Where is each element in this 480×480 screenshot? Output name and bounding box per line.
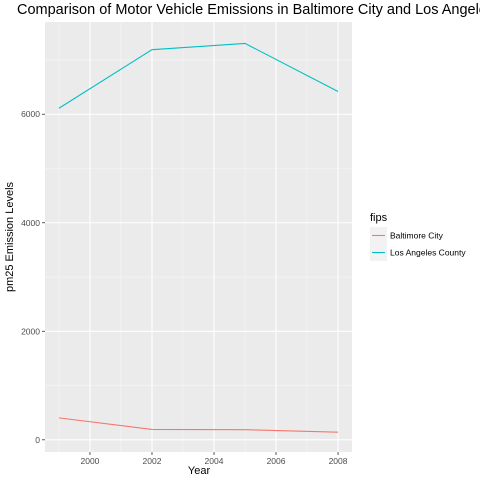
x-axis: 2000 2002 2004 2006 2008 [81, 452, 348, 466]
x-axis-title: Year [188, 465, 211, 477]
legend-title: fips [370, 212, 388, 224]
legend-label: Los Angeles County [390, 248, 466, 258]
x-tick-label: 2000 [81, 456, 100, 466]
y-tick-label: 6000 [21, 109, 40, 119]
series-lines [58, 42, 339, 433]
x-tick-label: 2002 [143, 456, 162, 466]
x-tick-label: 2006 [267, 456, 286, 466]
series-line-1 [58, 417, 339, 433]
legend-items: Baltimore City Los Angeles County [370, 227, 466, 261]
x-tick-label: 2004 [205, 456, 224, 466]
y-axis-title: pm25 Emission Levels [4, 181, 16, 292]
legend: fips Baltimore City Los Angeles County [370, 212, 466, 261]
y-tick-label: 4000 [21, 218, 40, 228]
legend-label: Baltimore City [390, 231, 444, 241]
x-tick-label: 2008 [329, 456, 348, 466]
major-gridlines [45, 22, 352, 452]
series-line-2 [58, 42, 339, 109]
minor-gridlines [45, 22, 352, 452]
plot-panel [45, 22, 352, 452]
y-tick-label: 0 [35, 435, 40, 445]
y-axis: 0 2000 4000 6000 [21, 109, 45, 445]
chart-title: Comparison of Motor Vehicle Emissions in… [17, 2, 480, 18]
y-tick-label: 2000 [21, 326, 40, 336]
